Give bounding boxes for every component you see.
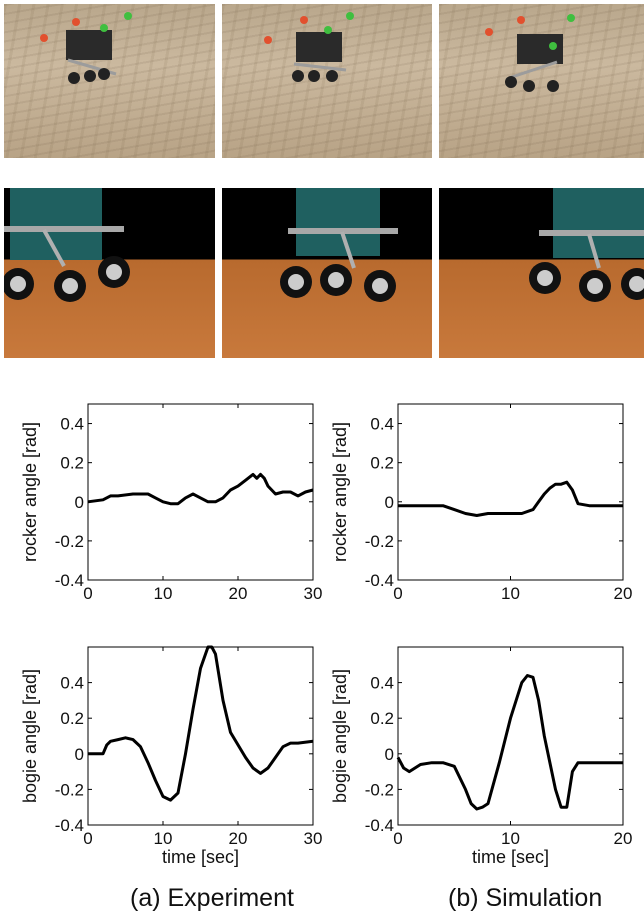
x-tick-label: 0 xyxy=(83,584,92,603)
experiment-bogie-chart: 0 10 20 30 -0.4 -0.2 0 0.2 0.4 bogie angle [rad] t… xyxy=(20,645,322,867)
x-tick-label: 20 xyxy=(614,829,633,848)
y-tick-label: -0.4 xyxy=(55,816,84,835)
x-axis-label: time [sec] xyxy=(472,847,549,867)
y-tick-label: 0 xyxy=(75,745,84,764)
y-tick-label: 0.4 xyxy=(370,415,394,434)
x-axis-label: time [sec] xyxy=(162,847,239,867)
y-tick-label: 0 xyxy=(385,493,394,512)
experiment-rocker-chart: 0 10 20 30 -0.4 -0.2 0 0.2 0.4 rocker angle [rad] xyxy=(20,403,322,603)
plot-frame xyxy=(87,646,314,826)
x-tick-label: 30 xyxy=(304,584,322,603)
x-tick-label: 0 xyxy=(83,829,92,848)
plot-frame xyxy=(397,646,624,826)
y-tick-label: -0.4 xyxy=(365,571,394,590)
x-tick-label: 10 xyxy=(154,829,173,848)
rover-photo-drawing xyxy=(40,12,132,84)
rover-photo-drawing xyxy=(264,12,354,82)
series-line xyxy=(88,645,314,802)
x-tick-label: 0 xyxy=(393,584,402,603)
y-tick-label: -0.2 xyxy=(365,780,394,799)
x-tick-label: 10 xyxy=(501,584,520,603)
x-tick-label: 10 xyxy=(154,584,173,603)
y-tick-label: 0 xyxy=(75,493,84,512)
x-tick-label: 20 xyxy=(229,584,248,603)
caption-experiment: (a) Experiment xyxy=(130,884,294,912)
y-tick-label: 0 xyxy=(385,745,394,764)
simulation-bogie-chart: 0 10 20 -0.4 -0.2 0 0.2 0.4 bogie angle [rad] tim… xyxy=(330,646,633,867)
series-line xyxy=(396,674,623,811)
y-tick-label: 0.4 xyxy=(60,415,84,434)
caption-simulation: (b) Simulation xyxy=(448,884,603,912)
y-axis-label: rocker angle [rad] xyxy=(330,422,350,562)
simulation-render-1 xyxy=(4,188,215,358)
plot-frame xyxy=(87,403,314,581)
y-tick-label: 0.4 xyxy=(60,674,84,693)
y-tick-label: -0.4 xyxy=(55,571,84,590)
x-tick-label: 0 xyxy=(393,829,402,848)
rover-render-drawing xyxy=(280,188,398,302)
x-tick-label: 30 xyxy=(304,829,322,848)
series-line xyxy=(398,480,623,517)
experiment-photo-1 xyxy=(4,4,215,158)
y-tick-label: -0.2 xyxy=(365,532,394,551)
y-tick-label: 0.2 xyxy=(60,454,84,473)
rover-render-drawing xyxy=(529,188,644,302)
simulation-rocker-chart: 0 10 20 -0.4 -0.2 0 0.2 0.4 rocker angle [rad] xyxy=(330,403,633,603)
plot-frame xyxy=(397,403,624,581)
y-tick-label: 0.2 xyxy=(60,709,84,728)
y-axis-label: bogie angle [rad] xyxy=(20,669,40,803)
rover-render-drawing xyxy=(4,188,130,302)
y-tick-label: 0.2 xyxy=(370,709,394,728)
simulation-render-3 xyxy=(439,188,644,358)
y-tick-label: -0.4 xyxy=(365,816,394,835)
y-tick-label: -0.2 xyxy=(55,780,84,799)
simulation-render-2 xyxy=(222,188,432,358)
x-tick-label: 20 xyxy=(614,584,633,603)
series-line xyxy=(87,472,314,506)
y-axis-label: rocker angle [rad] xyxy=(20,422,40,562)
rover-photo-drawing xyxy=(485,14,575,92)
y-tick-label: 0.2 xyxy=(370,454,394,473)
x-tick-label: 20 xyxy=(229,829,248,848)
y-axis-label: bogie angle [rad] xyxy=(330,669,350,803)
y-tick-label: 0.4 xyxy=(370,674,394,693)
x-tick-label: 10 xyxy=(501,829,520,848)
experiment-photo-2 xyxy=(222,4,432,158)
experiment-photo-3 xyxy=(439,4,644,158)
y-tick-label: -0.2 xyxy=(55,532,84,551)
